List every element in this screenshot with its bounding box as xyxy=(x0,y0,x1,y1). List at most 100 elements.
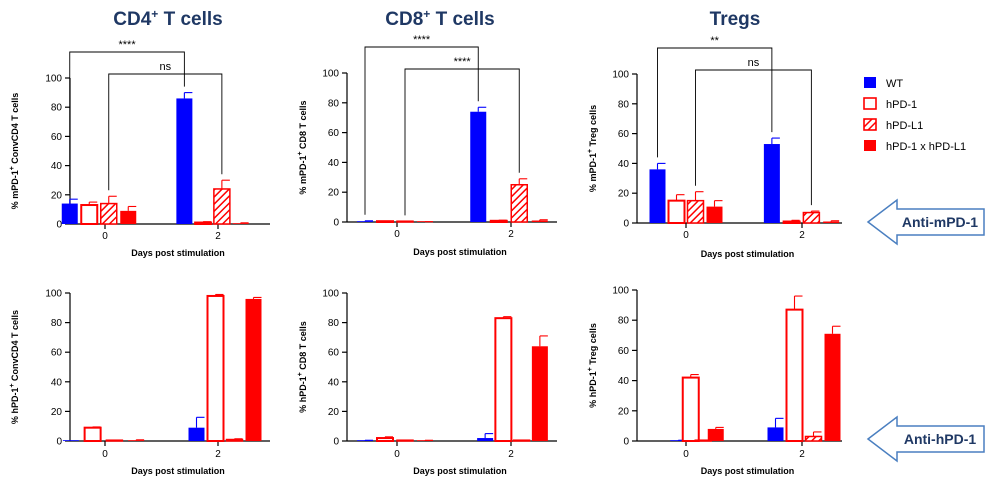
y-tick-label: 20 xyxy=(51,190,63,201)
bar-hpd-1-day2 xyxy=(489,219,508,223)
y-axis-title: % hPD-1+ CD8 T cells xyxy=(297,321,308,413)
significance-bracket xyxy=(108,73,223,191)
significance-bracket xyxy=(657,47,773,158)
legend-swatch-hpd-l1 xyxy=(863,118,877,131)
x-axis-title: Days post stimulation xyxy=(131,466,225,476)
y-tick-label: 40 xyxy=(51,377,63,388)
significance-bracket xyxy=(695,69,812,206)
title-cd8: CD8+ T cells xyxy=(385,7,494,30)
y-tick-label: 80 xyxy=(328,318,340,329)
bar-hpd-1-day0 xyxy=(667,199,686,224)
x-tick-label: 2 xyxy=(799,230,805,241)
bar-hpd-l1-day2 xyxy=(804,435,823,442)
bar-hpd-1-day2 xyxy=(206,294,225,442)
legend-swatch-hpd-1-x-hpd-l1 xyxy=(864,140,876,151)
bar-hpd-1-day2 xyxy=(782,220,801,224)
y-tick-label: 20 xyxy=(328,188,340,199)
bar-hpd-l1-day0 xyxy=(396,220,414,223)
bar-hpd-l1-day0 xyxy=(686,199,705,224)
panel-bottom-cd4: 0 20 40 60 80 100 0 2 Days post stimulation % hPD… xyxy=(9,289,270,476)
y-tick-label: 100 xyxy=(612,70,629,81)
y-tick-label: 20 xyxy=(618,406,630,417)
y-axis-title: % mPD-1+ CD8 T cells xyxy=(297,100,308,194)
x-axis-title: Days post stimulation xyxy=(701,466,795,476)
x-tick-label: 2 xyxy=(215,449,221,460)
y-tick-label: 20 xyxy=(51,407,63,418)
x-tick-label: 0 xyxy=(102,231,108,242)
callout-label-anti-hpd1: Anti-hPD-1 xyxy=(904,431,977,447)
y-tick-label: 60 xyxy=(51,132,63,143)
significance-label: **** xyxy=(119,39,137,51)
y-tick-label: 80 xyxy=(51,318,63,329)
bar-hpd-1-day0 xyxy=(681,376,700,442)
title-cd4: CD4+ T cells xyxy=(113,7,222,30)
y-tick-label: 40 xyxy=(51,161,63,172)
panel-bottom-treg: 0 20 40 60 80 100 0 2 Days post stimulation % hPD… xyxy=(587,286,842,476)
bar-hpd-1-day0 xyxy=(83,426,102,442)
y-axis-title: % mPD-1+ ConvCD4 T cells xyxy=(9,93,20,210)
y-axis-title-sup: + xyxy=(587,367,594,371)
y-tick-label: 40 xyxy=(618,376,630,387)
bar-wt-day0 xyxy=(357,221,373,222)
bar-hpd-1-x-hpd-l1-day2 xyxy=(823,221,840,223)
legend-swatch-hpd-1 xyxy=(863,97,877,110)
y-tick-label: 60 xyxy=(328,348,340,359)
y-axis-title-part: ConvCD4 T cells xyxy=(10,310,20,384)
significance-label: ns xyxy=(160,61,172,73)
bar-hpd-1-day0 xyxy=(376,220,394,223)
callout-anti-hpd1: Anti-hPD-1 xyxy=(866,415,985,463)
y-axis-title-part: % hPD-1 xyxy=(588,371,598,408)
bar-hpd-l1-day2 xyxy=(510,184,528,223)
y-tick-label: 0 xyxy=(333,437,339,448)
y-axis-title-sup: + xyxy=(297,151,304,155)
x-tick-label: 2 xyxy=(799,449,805,460)
y-axis-title-part: % hPD-1 xyxy=(10,388,20,425)
x-tick-label: 0 xyxy=(394,449,400,460)
y-tick-label: 0 xyxy=(623,219,629,230)
y-tick-label: 60 xyxy=(328,128,340,139)
legend-label-hpd-1-x-hpd-l1: hPD-1 x hPD-L1 xyxy=(886,141,966,153)
bar-hpd-1-x-hpd-l1-day0 xyxy=(706,206,723,223)
y-tick-label: 100 xyxy=(322,289,339,300)
y-axis-title-sup: + xyxy=(9,383,16,387)
y-tick-label: 80 xyxy=(618,99,630,110)
bar-wt-day2 xyxy=(477,438,494,441)
y-axis-title-part: Treg cells xyxy=(588,323,598,367)
x-tick-label: 0 xyxy=(394,229,400,240)
legend-label-wt: WT xyxy=(886,78,903,90)
y-tick-label: 0 xyxy=(56,437,62,448)
y-axis-title: % hPD-1+ Treg cells xyxy=(587,323,598,408)
y-axis-title-part: Treg cells xyxy=(588,105,598,149)
significance-label: **** xyxy=(413,34,431,46)
y-tick-label: 100 xyxy=(322,69,339,80)
y-axis-title: % mPD-1+ Treg cells xyxy=(587,105,598,192)
panel-top-treg: 0 20 40 60 80 100 0 2 Days post stimulation % mPD… xyxy=(587,35,842,259)
bar-hpd-l1-day2 xyxy=(512,439,531,442)
bar-hpd-1-day0 xyxy=(80,204,99,226)
bar-hpd-1-x-hpd-l1-day0 xyxy=(417,221,433,222)
y-tick-label: 100 xyxy=(45,289,62,300)
bar-hpd-1-x-hpd-l1-day0 xyxy=(417,440,433,441)
y-axis-title-sup: + xyxy=(587,149,594,153)
bar-hpd-1-x-hpd-l1-day0 xyxy=(120,210,137,224)
bar-hpd-1-x-hpd-l1-day0 xyxy=(128,440,145,441)
callout-label-anti-mpd1: Anti-mPD-1 xyxy=(902,214,978,230)
bar-hpd-l1-day0 xyxy=(100,202,118,225)
y-axis-title: % hPD-1+ ConvCD4 T cells xyxy=(9,310,20,424)
legend: WT hPD-1 hPD-L1 hPD-1 x hPD-L1 xyxy=(863,77,966,153)
y-tick-label: 40 xyxy=(618,159,630,170)
callout-anti-mpd1: Anti-mPD-1 xyxy=(866,198,985,246)
y-axis-title-part: % mPD-1 xyxy=(10,170,20,209)
y-axis-title-sup: + xyxy=(297,372,304,376)
bar-hpd-1-x-hpd-l1-day2 xyxy=(232,223,249,224)
bar-hpd-l1-day2 xyxy=(802,211,821,224)
x-tick-label: 2 xyxy=(508,449,514,460)
y-tick-label: 0 xyxy=(623,437,629,448)
y-tick-label: 60 xyxy=(618,129,630,140)
x-tick-label: 2 xyxy=(215,231,221,242)
bar-hpd-1-day2 xyxy=(194,221,213,225)
legend-label-hpd-1: hPD-1 xyxy=(886,99,917,111)
bar-wt-day0 xyxy=(61,203,78,224)
